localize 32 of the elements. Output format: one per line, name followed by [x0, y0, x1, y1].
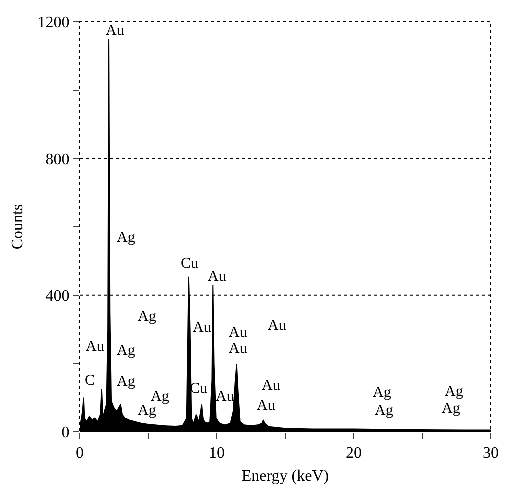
x-tick-label: 10	[209, 445, 225, 462]
x-tick-label: 20	[346, 445, 362, 462]
annotation: Ag	[445, 384, 464, 400]
annotation: Au	[106, 23, 125, 39]
annotation: Au	[216, 389, 235, 405]
annotation: Ag	[117, 374, 136, 390]
annotation: Ag	[375, 403, 394, 419]
annotation: Cu	[181, 256, 200, 272]
y-tick-label: 0	[62, 424, 70, 442]
annotation: Ag	[117, 343, 136, 359]
y-axis-title: Counts	[10, 204, 27, 250]
annotation: Au	[86, 339, 105, 355]
annotation: Ag	[151, 389, 170, 405]
y-tick-label: 1200	[38, 14, 70, 32]
x-axis-title: Energy (keV)	[242, 468, 330, 485]
annotation: Ag	[138, 403, 157, 419]
annotation: Ag	[117, 230, 136, 246]
annotation: Ag	[442, 401, 461, 417]
annotation: Au	[262, 378, 281, 394]
annotation: Au	[268, 318, 287, 334]
y-tick-label: 800	[46, 151, 70, 168]
y-tick-label: 400	[46, 288, 70, 305]
x-tick-label: 0	[76, 445, 84, 462]
annotation: Au	[208, 269, 227, 285]
x-tick-label: 30	[483, 445, 499, 462]
annotation: Au	[257, 398, 276, 414]
annotation: Au	[229, 341, 248, 357]
annotation: Ag	[138, 309, 157, 325]
annotation: Au	[229, 325, 248, 341]
annotation: Au	[193, 320, 212, 336]
annotation: Ag	[373, 385, 392, 401]
annotation: C	[85, 373, 96, 389]
